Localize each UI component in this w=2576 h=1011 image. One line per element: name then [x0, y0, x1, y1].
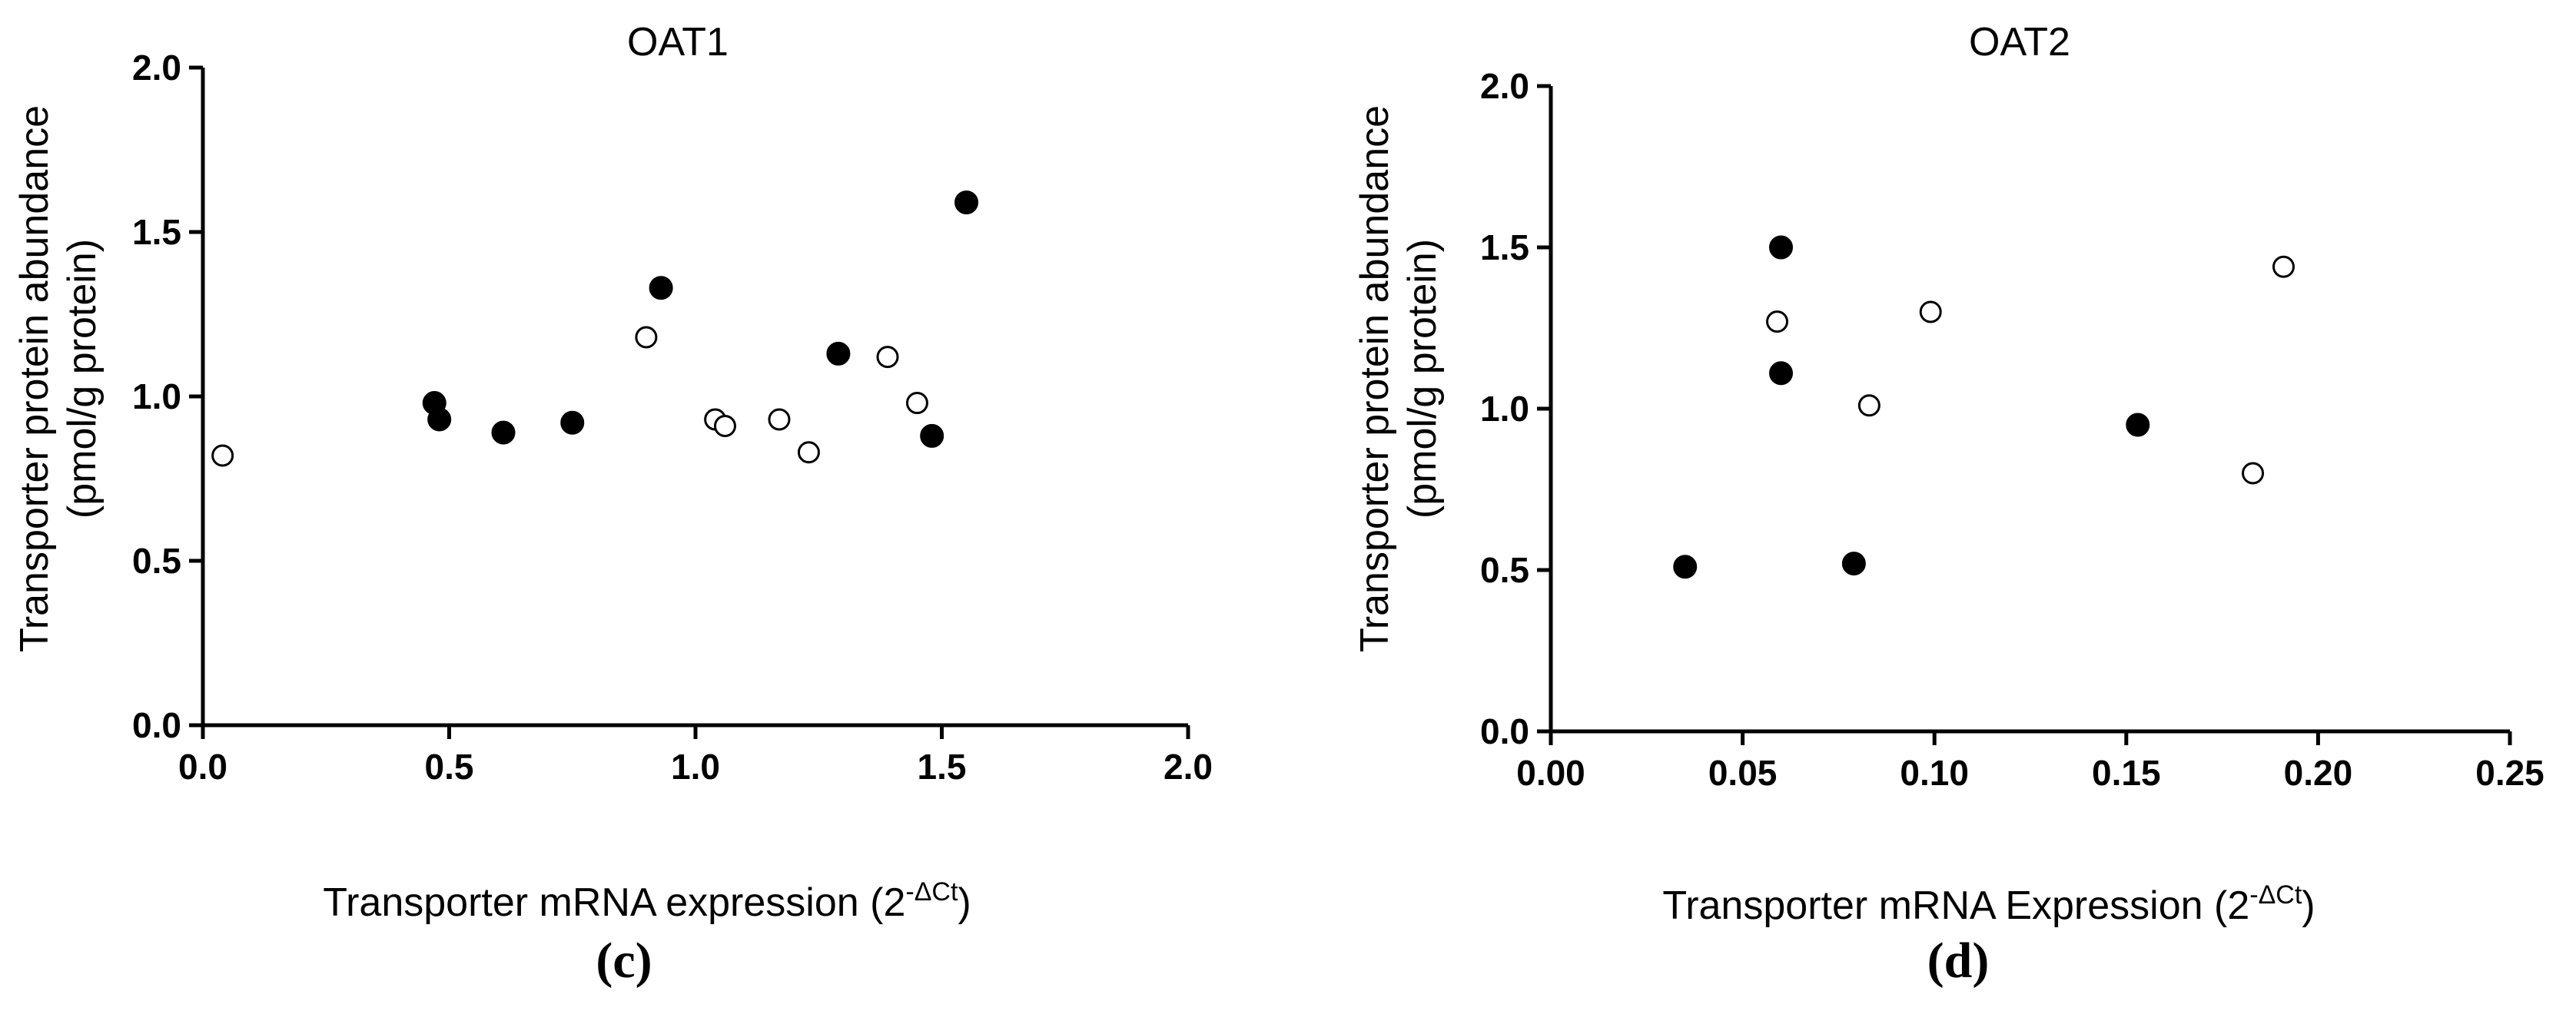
x-tick-label: 1.0 — [671, 747, 720, 787]
data-point-open — [1919, 300, 1942, 323]
y-tick-label: 0.0 — [132, 705, 181, 745]
data-point-filled — [649, 276, 673, 300]
data-point-open — [211, 444, 234, 467]
data-point-filled — [920, 423, 944, 448]
y-tick-label: 1.0 — [1480, 389, 1529, 429]
chart-title: OAT1 — [627, 20, 729, 65]
data-point-filled — [1673, 555, 1698, 579]
x-axis-title: Transporter mRNA expression (2-ΔCt) — [323, 877, 971, 925]
x-tick-label: 0.05 — [1708, 753, 1778, 793]
x-tick-label: 0.15 — [2092, 753, 2161, 793]
data-point-filled — [954, 190, 979, 214]
data-point-open — [1857, 394, 1881, 417]
data-point-filled — [560, 410, 585, 435]
data-point-open — [635, 326, 658, 349]
x-tick-label: 0.20 — [2284, 753, 2353, 793]
y-tick-label: 0.0 — [1480, 711, 1529, 751]
data-point-filled — [1769, 361, 1794, 386]
y-axis-title-line1: Transporter protein abundance — [1353, 105, 1397, 652]
y-axis-title: Transporter protein abundance (pmol/g pr… — [1353, 105, 1445, 652]
x-tick-label: 0.25 — [2475, 753, 2544, 793]
panel-label: (c) — [596, 933, 652, 989]
plot-area: 0.00 0.05 0.10 0.15 0.20 0.25 0.0 0.5 1.0 1.5 2.0 — [1480, 66, 2544, 793]
data-point-filled — [2126, 413, 2150, 437]
y-tick-label: 2.0 — [1480, 66, 1529, 106]
panel-c: OAT1 Transporter protein abundance (pmol… — [12, 20, 1213, 989]
data-point-open — [2242, 462, 2265, 485]
x-axis-title: Transporter mRNA Expression (2-ΔCt) — [1662, 880, 2315, 928]
x-tick-label: 0.5 — [425, 747, 474, 787]
y-tick-label: 0.5 — [1480, 550, 1529, 590]
x-tick-label: 0.0 — [178, 747, 227, 787]
data-point-open — [797, 441, 820, 464]
y-tick-label: 1.5 — [132, 212, 181, 252]
plot-area: 0.0 0.5 1.0 1.5 2.0 0.0 0.5 1.0 1.5 2.0 — [132, 48, 1213, 787]
panel-label: (d) — [1927, 933, 1990, 989]
x-tick-label: 0.10 — [1900, 753, 1969, 793]
data-point-open — [713, 415, 736, 438]
y-tick-label: 1.0 — [132, 376, 181, 416]
y-axis-title-line2: (pmol/g protein) — [60, 239, 105, 519]
data-point-open — [768, 408, 791, 431]
y-tick-label: 2.0 — [132, 48, 181, 88]
data-point-filled — [491, 420, 516, 445]
data-point-open — [1766, 310, 1789, 333]
data-point-filled — [1841, 552, 1866, 576]
y-tick-label: 0.5 — [132, 541, 181, 581]
data-point-open — [876, 346, 899, 369]
y-axis-title: Transporter protein abundance (pmol/g pr… — [12, 105, 105, 652]
x-tick-label: 2.0 — [1164, 747, 1213, 787]
x-tick-label: 0.00 — [1516, 753, 1585, 793]
x-tick-label: 1.5 — [918, 747, 967, 787]
data-point-open — [2272, 255, 2295, 278]
y-axis-title-line1: Transporter protein abundance — [12, 105, 57, 652]
data-point-filled — [826, 341, 851, 366]
chart-title: OAT2 — [1969, 20, 2070, 65]
panel-d: OAT2 Transporter protein abundance (pmol… — [1353, 20, 2544, 989]
y-axis-title-line2: (pmol/g protein) — [1400, 239, 1445, 519]
data-point-open — [905, 392, 928, 415]
data-point-filled — [1769, 235, 1794, 260]
data-point-filled — [427, 407, 452, 432]
y-tick-label: 1.5 — [1480, 227, 1529, 267]
